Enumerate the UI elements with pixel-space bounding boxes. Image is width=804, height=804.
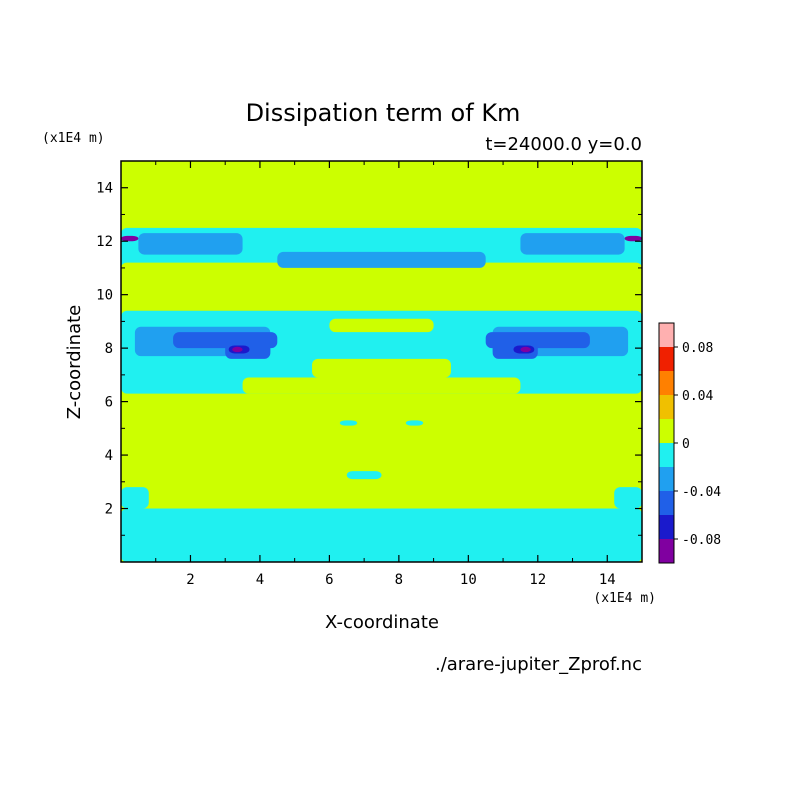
x-tick-label: 6 xyxy=(325,572,333,588)
y-tick-label: 14 xyxy=(96,181,113,197)
colorbar: 0.08 0.04 0 -0.04 -0.08 xyxy=(658,322,721,564)
contour-region xyxy=(346,471,382,480)
colorbar-cell xyxy=(659,491,674,515)
x-tick-label: 8 xyxy=(395,572,403,588)
y-tick-label: 12 xyxy=(96,234,113,250)
colorbar-cell xyxy=(659,395,674,419)
plot-frame xyxy=(120,160,643,563)
colorbar-cell xyxy=(659,347,674,371)
y-axis-label: Z-coordinate xyxy=(64,305,85,420)
colorbar-cell xyxy=(659,419,674,443)
colorbar-tick-label: -0.08 xyxy=(682,533,721,548)
contour-region xyxy=(242,377,521,394)
contour-region xyxy=(312,358,451,378)
plot-area: 2 4 6 8 10 12 14 2 4 6 8 10 12 14 xyxy=(96,160,643,588)
colorbar-cell xyxy=(659,467,674,491)
y-tick-label: 8 xyxy=(105,341,113,357)
x-tick-label: 12 xyxy=(529,572,546,588)
y-tick-label: 6 xyxy=(105,395,113,411)
contour-region xyxy=(121,235,139,242)
x-axis-label: X-coordinate xyxy=(325,612,439,633)
contour-region xyxy=(232,346,243,353)
contour-regions xyxy=(121,227,642,562)
contour-region xyxy=(520,233,625,255)
colorbar-ticks: 0.08 0.04 0 -0.04 -0.08 xyxy=(674,341,721,548)
contour-region xyxy=(121,487,149,509)
contour-region xyxy=(277,251,486,268)
contour-region xyxy=(121,508,642,562)
y-unit-label: (x1E4 m) xyxy=(42,131,105,146)
contour-region xyxy=(339,420,358,426)
colorbar-cell xyxy=(659,371,674,395)
contour-region xyxy=(614,487,642,509)
x-tick-label: 10 xyxy=(460,572,477,588)
colorbar-tick-label: 0 xyxy=(682,437,690,452)
chart-title: Dissipation term of Km xyxy=(246,99,521,127)
x-tick-label: 4 xyxy=(256,572,264,588)
contour-region xyxy=(121,227,642,271)
contour-region xyxy=(329,318,434,333)
source-filename: ./arare-jupiter_Zprof.nc xyxy=(435,654,642,675)
colorbar-tick-label: 0.04 xyxy=(682,389,713,404)
x-tick-label: 2 xyxy=(186,572,194,588)
colorbar-cells xyxy=(659,323,674,563)
chart-subtitle: t=24000.0 y=0.0 xyxy=(485,134,642,155)
y-tick-label: 4 xyxy=(105,448,113,464)
colorbar-cell xyxy=(659,515,674,539)
y-tick-label: 2 xyxy=(105,502,113,518)
colorbar-tick-label: 0.08 xyxy=(682,341,713,356)
y-tick-label: 10 xyxy=(96,288,113,304)
colorbar-cell xyxy=(659,323,674,347)
colorbar-cell xyxy=(659,443,674,467)
x-axis-ticks: 2 4 6 8 10 12 14 xyxy=(155,161,616,588)
y-axis-ticks: 2 4 6 8 10 12 14 xyxy=(96,181,642,536)
colorbar-cell xyxy=(659,539,674,563)
contour-region xyxy=(520,346,531,353)
contour-region xyxy=(405,420,424,426)
contour-region xyxy=(138,233,243,255)
contour-region xyxy=(121,262,642,274)
x-tick-label: 14 xyxy=(599,572,616,588)
contour-region xyxy=(624,235,642,242)
colorbar-tick-label: -0.04 xyxy=(682,485,721,500)
x-unit-label: (x1E4 m) xyxy=(593,591,656,606)
